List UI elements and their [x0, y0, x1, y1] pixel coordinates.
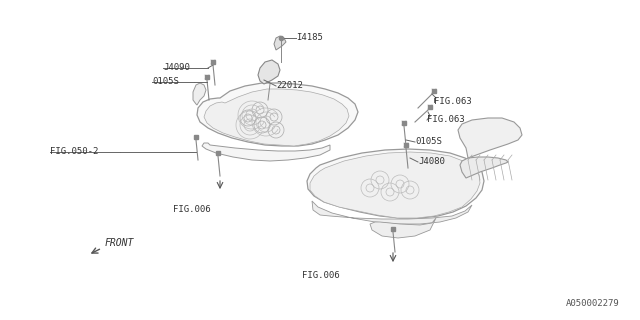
- Polygon shape: [202, 143, 330, 161]
- Text: J4090: J4090: [163, 63, 190, 73]
- Polygon shape: [274, 36, 286, 50]
- Polygon shape: [458, 118, 522, 158]
- Text: FIG.006: FIG.006: [302, 270, 340, 279]
- Polygon shape: [370, 218, 436, 238]
- Polygon shape: [307, 149, 484, 218]
- Text: FIG.050-2: FIG.050-2: [50, 148, 99, 156]
- Text: A050002279: A050002279: [566, 299, 620, 308]
- Text: FRONT: FRONT: [105, 238, 134, 248]
- Text: I4185: I4185: [296, 34, 323, 43]
- Polygon shape: [460, 157, 508, 178]
- Polygon shape: [310, 152, 480, 218]
- Text: J4080: J4080: [418, 157, 445, 166]
- Polygon shape: [193, 83, 206, 105]
- Text: 0105S: 0105S: [415, 138, 442, 147]
- Text: 22012: 22012: [276, 82, 303, 91]
- Text: FIG.063: FIG.063: [427, 116, 465, 124]
- Polygon shape: [197, 83, 358, 146]
- Polygon shape: [204, 89, 349, 146]
- Polygon shape: [312, 201, 472, 224]
- Text: FIG.006: FIG.006: [173, 204, 211, 213]
- Text: FIG.063: FIG.063: [434, 98, 472, 107]
- Polygon shape: [258, 60, 280, 84]
- Text: 0105S: 0105S: [152, 77, 179, 86]
